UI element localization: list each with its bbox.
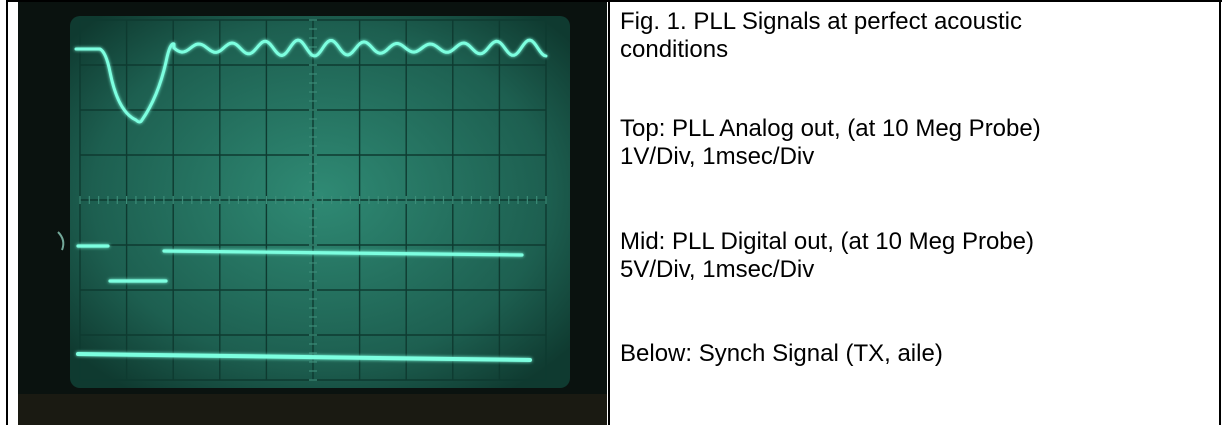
signal-traces <box>74 38 548 362</box>
top-trace-desc-line-1: Top: PLL Analog out, (at 10 Meg Probe) <box>620 115 1041 142</box>
mid-trace-desc-line-1: Mid: PLL Digital out, (at 10 Meg Probe) <box>620 228 1034 255</box>
scope-bezel-bottom <box>18 394 607 425</box>
figure-caption-panel: Fig. 1. PLL Signals at perfect acoustic … <box>620 0 1220 425</box>
digital-out-high-segment-2 <box>162 249 524 257</box>
figure-caption-line-2: conditions <box>620 36 729 63</box>
table-top-border <box>6 0 1222 2</box>
scope-display <box>70 16 570 388</box>
table-column-divider <box>608 0 610 425</box>
synch-signal-trace <box>76 352 532 362</box>
top-trace-desc-line-2: 1V/Div, 1msec/Div <box>620 143 815 170</box>
analog-out-trace <box>74 38 548 124</box>
oscilloscope-photo <box>18 2 607 425</box>
graticule <box>79 19 547 381</box>
bottom-trace-desc-line-1: Below: Synch Signal (TX, aile) <box>620 340 943 367</box>
knob-reflection <box>57 231 65 251</box>
table-left-border <box>6 0 8 425</box>
table-right-border <box>1219 0 1221 425</box>
oscilloscope-screen <box>18 2 607 425</box>
figure-caption-line-1: Fig. 1. PLL Signals at perfect acoustic <box>620 8 1022 35</box>
mid-trace-desc-line-2: 5V/Div, 1msec/Div <box>620 256 815 283</box>
